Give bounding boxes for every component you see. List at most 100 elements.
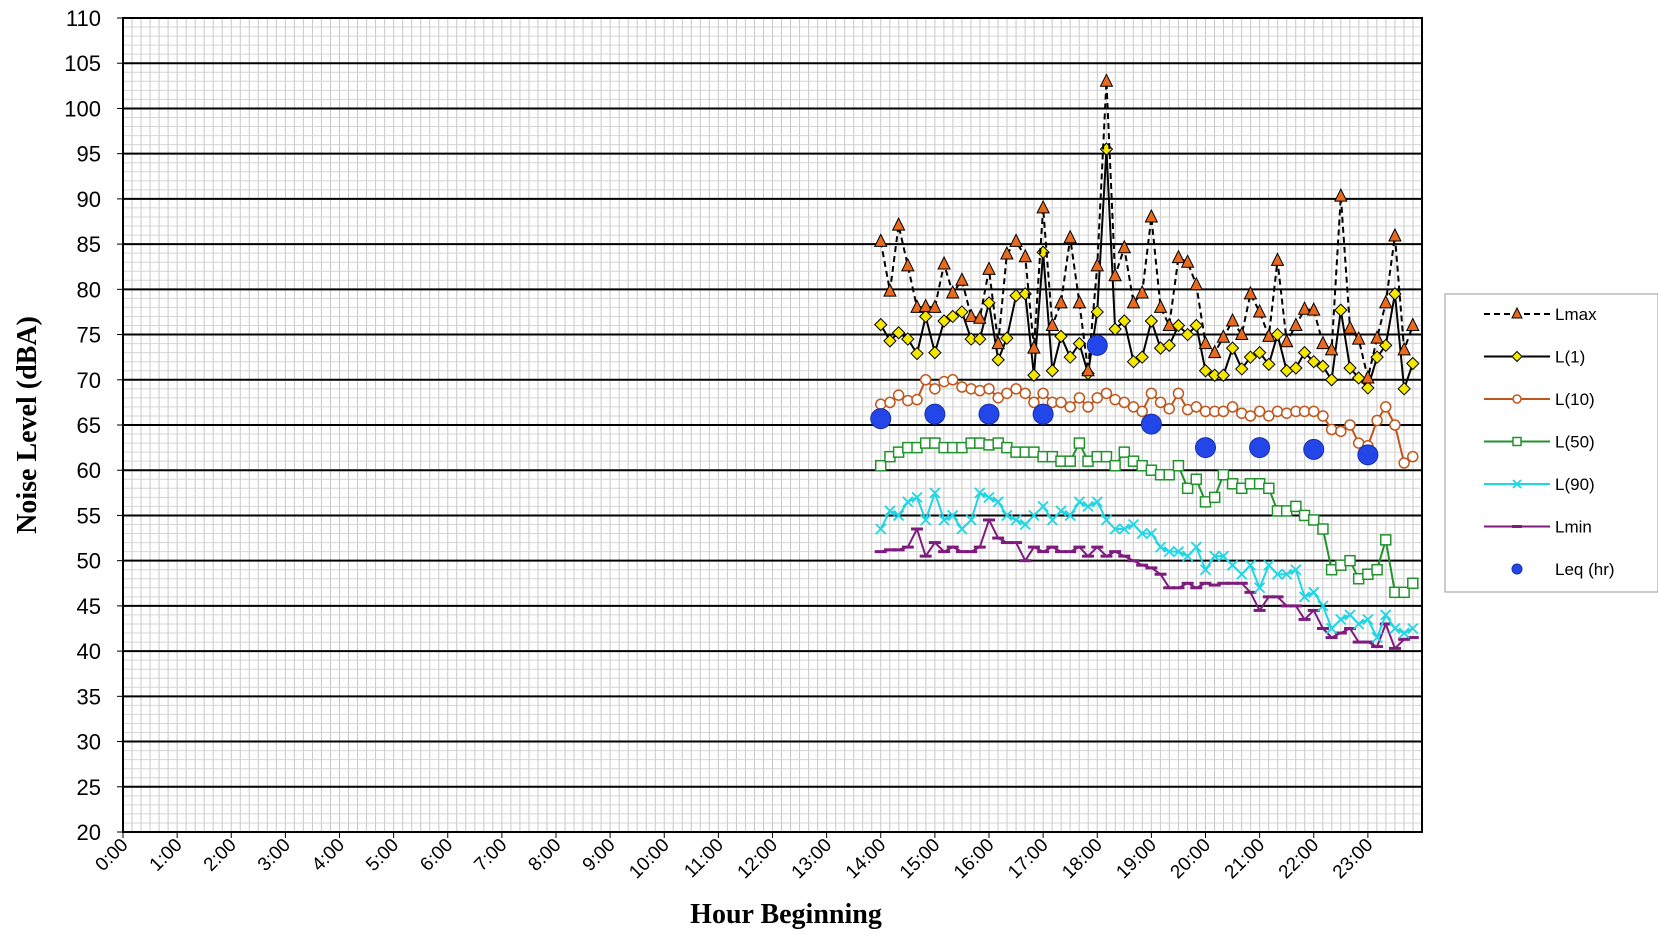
y-tick-label: 95 bbox=[77, 142, 101, 167]
x-tick-label: 13:00 bbox=[788, 835, 836, 883]
l-90-point bbox=[1073, 496, 1086, 508]
l-90-point bbox=[1325, 622, 1338, 635]
l-90-point bbox=[1290, 564, 1302, 576]
x-tick-label: 3:00 bbox=[254, 835, 295, 876]
l-1-point bbox=[1343, 361, 1357, 375]
l-1-point bbox=[1045, 364, 1060, 378]
legend-label: Lmin bbox=[1555, 518, 1592, 537]
lmax-point bbox=[1243, 285, 1258, 300]
l-10-point bbox=[1037, 387, 1049, 400]
y-tick-label: 90 bbox=[77, 187, 101, 212]
y-tick-label: 60 bbox=[77, 458, 101, 483]
l-50-point bbox=[1371, 563, 1383, 576]
leq-hr-point bbox=[1140, 413, 1162, 435]
l-10-point bbox=[1010, 383, 1022, 395]
x-tick-label: 18:00 bbox=[1058, 835, 1106, 883]
l-10-point bbox=[956, 381, 968, 393]
l-1-point bbox=[891, 326, 906, 340]
x-tick-label: 4:00 bbox=[308, 835, 349, 876]
legend-label: L(90) bbox=[1555, 475, 1595, 494]
legend-label: L(1) bbox=[1555, 348, 1585, 367]
l-10-point bbox=[1172, 387, 1185, 400]
l-10-point bbox=[1055, 396, 1067, 409]
major-gridlines bbox=[123, 17, 1422, 833]
l-90-point bbox=[1298, 591, 1311, 603]
l-90-point bbox=[983, 491, 995, 503]
y-tick-label: 40 bbox=[77, 639, 101, 664]
l-1-point bbox=[1397, 382, 1411, 396]
legend-item-l-90: L(90) bbox=[1484, 475, 1595, 494]
x-axis-title: Hour Beginning bbox=[690, 899, 882, 930]
y-tick-label: 110 bbox=[66, 6, 101, 31]
l-90-point bbox=[956, 523, 968, 535]
x-tick-label: 8:00 bbox=[525, 835, 566, 876]
lmax-point bbox=[901, 257, 915, 272]
leq-hr-point bbox=[1195, 437, 1216, 459]
y-tick-label: 65 bbox=[77, 413, 101, 438]
lmax-point bbox=[1405, 317, 1420, 332]
l-10-point bbox=[1082, 401, 1094, 413]
lmax-point bbox=[1099, 73, 1114, 87]
l-1-point bbox=[1108, 322, 1122, 336]
l-10-point bbox=[946, 374, 959, 386]
l-50-point bbox=[1344, 554, 1356, 567]
l-1-point bbox=[982, 296, 996, 310]
lmax-point bbox=[1334, 188, 1348, 202]
l-50-point bbox=[1100, 450, 1113, 463]
l-10-point bbox=[1271, 405, 1284, 418]
x-tick-label: 14:00 bbox=[842, 835, 890, 883]
l-10-point bbox=[1253, 405, 1266, 418]
y-tick-label: 50 bbox=[77, 549, 101, 574]
legend-item-l-50: L(50) bbox=[1484, 433, 1595, 452]
l-1-point bbox=[973, 332, 987, 346]
l-1-point bbox=[1351, 371, 1366, 385]
l-10-point bbox=[1317, 410, 1329, 422]
l-10-point bbox=[1244, 410, 1257, 422]
legend-item-leq-hr: Leq (hr) bbox=[1511, 560, 1615, 579]
lmax-point bbox=[1397, 341, 1411, 356]
l-90-point bbox=[1236, 568, 1248, 580]
l-1-point bbox=[1334, 303, 1348, 317]
x-tick-label: 15:00 bbox=[896, 835, 944, 883]
lmax-point bbox=[1198, 335, 1213, 350]
lmax-point bbox=[883, 283, 897, 297]
l-50-point bbox=[1118, 446, 1131, 458]
l-50-point bbox=[1064, 455, 1076, 467]
l-90-point bbox=[1028, 509, 1040, 522]
l-1-point bbox=[1406, 356, 1420, 371]
lmax-point bbox=[1135, 284, 1149, 299]
lmax-line bbox=[879, 80, 1414, 379]
l-10-point bbox=[1190, 401, 1203, 413]
l-1-point bbox=[1126, 354, 1141, 369]
l-10-point bbox=[1280, 407, 1293, 419]
l-1-point bbox=[1171, 318, 1186, 333]
x-tick-label: 10:00 bbox=[625, 835, 673, 883]
l-1-point bbox=[883, 334, 897, 348]
x-tick-label: 11:00 bbox=[680, 835, 727, 882]
lmax-point bbox=[1063, 229, 1077, 244]
l-90-point bbox=[1380, 609, 1392, 621]
x-tick-label: 2:00 bbox=[200, 835, 241, 876]
y-axis-title: Noise Level (dBA) bbox=[12, 316, 43, 534]
leq-hr-point bbox=[1357, 444, 1379, 466]
l-90-point bbox=[1082, 500, 1094, 513]
leq-hr-point bbox=[1249, 437, 1271, 459]
l-1-point bbox=[918, 309, 933, 324]
l-10-point bbox=[1217, 405, 1230, 418]
l-1-point bbox=[1189, 318, 1204, 333]
l-1-point bbox=[1135, 350, 1149, 364]
l-1-point bbox=[1262, 357, 1276, 372]
l-1-point bbox=[946, 309, 960, 324]
l-90-point bbox=[1317, 600, 1329, 612]
lmax-point bbox=[1000, 245, 1014, 260]
series-l-50 bbox=[875, 437, 1419, 599]
lmax-point bbox=[1306, 302, 1321, 316]
lmax-point bbox=[1252, 303, 1267, 318]
y-tick-label: 105 bbox=[64, 51, 101, 76]
l-10-point bbox=[1226, 401, 1239, 413]
y-axis-tick-labels: 20 25 30 35 40 45 50 55 60 65 70 75 80 85 90 95 100 105 11… bbox=[64, 6, 123, 845]
l-1-point bbox=[1324, 373, 1339, 387]
y-tick-label: 80 bbox=[77, 277, 101, 302]
l-1-point bbox=[1270, 327, 1285, 342]
